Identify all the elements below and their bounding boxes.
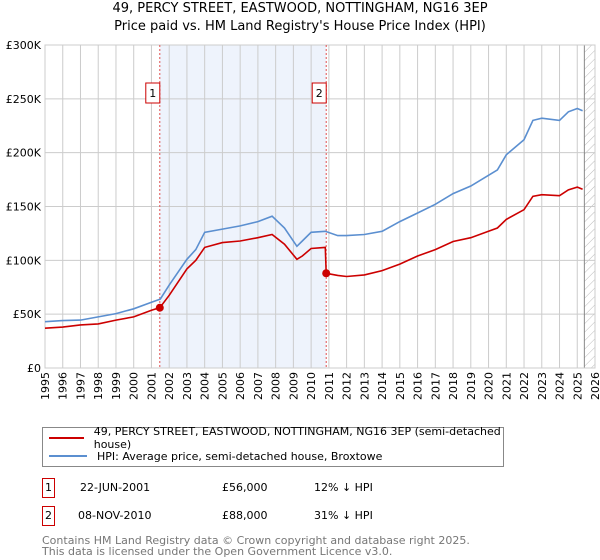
legend-swatch [49, 455, 87, 457]
x-tick-label: 2023 [536, 372, 549, 400]
footer-copyright: Contains HM Land Registry data © Crown c… [42, 534, 470, 547]
x-tick-label: 2013 [358, 372, 371, 400]
x-tick-label: 2026 [589, 372, 600, 400]
y-tick-label: £100K [6, 254, 42, 267]
plot-border [44, 44, 596, 369]
x-tick-label: 2009 [287, 372, 300, 400]
x-tick-label: 2011 [323, 372, 336, 400]
y-tick-label: £50K [13, 308, 42, 321]
chart-title-line1: 49, PERCY STREET, EASTWOOD, NOTTINGHAM, … [112, 1, 488, 16]
sale-date: 22-JUN-2001 [80, 481, 151, 494]
x-tick-label: 2014 [376, 372, 389, 400]
hpi-series-line [44, 107, 583, 323]
legend-label: HPI: Average price, semi-detached house,… [97, 449, 383, 463]
y-tick-label: £200K [6, 147, 42, 160]
footer: Contains HM Land Registry data © Crown c… [42, 535, 470, 557]
sale-hpi-delta: 12% ↓ HPI [314, 481, 373, 494]
x-tick-label: 2005 [216, 372, 229, 400]
x-tick-label: 1996 [57, 372, 70, 400]
x-tick-label: 2004 [199, 372, 212, 400]
footer-licence: This data is licensed under the Open Gov… [42, 545, 393, 558]
x-tick-label: 1995 [39, 372, 52, 400]
sale-price: £88,000 [222, 509, 268, 522]
sale-point [322, 269, 331, 278]
legend-item-hpi: HPI: Average price, semi-detached house,… [49, 448, 382, 464]
y-tick-label: £150K [6, 201, 42, 214]
legend-item-property: 49, PERCY STREET, EASTWOOD, NOTTINGHAM, … [49, 425, 503, 451]
x-tick-label: 2018 [447, 372, 460, 400]
x-tick-label: 2024 [554, 372, 567, 400]
sale-badge-label: 2 [316, 87, 323, 100]
y-tick-label: £0 [27, 362, 41, 375]
legend-label: 49, PERCY STREET, EASTWOOD, NOTTINGHAM, … [93, 425, 501, 451]
x-tick-label: 2019 [465, 372, 478, 400]
legend-swatch [49, 437, 84, 439]
x-tick-label: 2003 [181, 372, 194, 400]
sale-price: £56,000 [222, 481, 268, 494]
x-tick-label: 2022 [518, 372, 531, 400]
y-tick-label: £250K [6, 93, 42, 106]
x-tick-label: 1997 [74, 372, 87, 400]
sale-badge-box [145, 82, 161, 104]
x-tick-label: 2008 [270, 372, 283, 400]
sale-hpi-delta: 31% ↓ HPI [314, 509, 373, 522]
x-tick-label: 2006 [234, 372, 247, 400]
x-tick-label: 2010 [305, 372, 318, 400]
x-tick-label: 2016 [412, 372, 425, 400]
x-tick-label: 2025 [571, 372, 584, 400]
sale-badge-box [311, 82, 327, 104]
x-tick-label: 2000 [128, 372, 141, 400]
sale-marker-badge: 1 [42, 478, 55, 498]
x-tick-label: 2015 [394, 372, 407, 400]
chart-title-line2: Price paid vs. HM Land Registry's House … [114, 19, 486, 34]
sale-date: 08-NOV-2010 [78, 509, 152, 522]
x-tick-label: 2001 [145, 372, 158, 400]
x-tick-label: 1999 [110, 372, 123, 400]
sale-point [155, 303, 164, 312]
x-tick-label: 1998 [92, 372, 105, 400]
y-tick-label: £300K [6, 39, 42, 52]
legend: 49, PERCY STREET, EASTWOOD, NOTTINGHAM, … [42, 425, 504, 467]
x-tick-label: 2017 [429, 372, 442, 400]
sale-badge-label: 1 [149, 87, 156, 100]
x-tick-label: 2021 [500, 372, 513, 400]
x-tick-label: 2007 [252, 372, 265, 400]
sale-marker-badge: 2 [42, 506, 55, 526]
x-tick-label: 2020 [483, 372, 496, 400]
x-tick-label: 2002 [163, 372, 176, 400]
plot-area: 1995 1996 1997 1998 1999 2000 2001 2002 2003 2004… [6, 39, 600, 400]
x-tick-label: 2012 [341, 372, 354, 400]
